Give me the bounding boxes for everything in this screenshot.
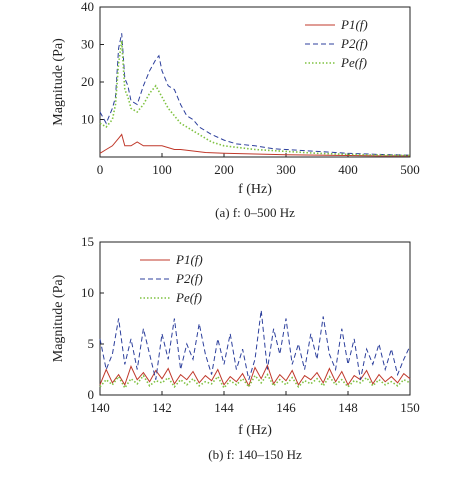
x-tick-label: 300 <box>276 162 296 177</box>
series-line-p2 <box>99 33 411 156</box>
y-tick-label: 20 <box>81 74 94 89</box>
x-tick-label: 200 <box>214 162 234 177</box>
x-axis-label: f (Hz) <box>238 423 272 438</box>
y-tick-label: 40 <box>81 0 94 14</box>
legend-label-p1: P1(f) <box>340 17 368 32</box>
y-tick-label: 30 <box>81 37 94 52</box>
x-tick-label: 146 <box>276 400 296 415</box>
series-line-p1 <box>99 364 411 388</box>
x-tick-label: 148 <box>338 400 358 415</box>
chart-caption: (b) f: 140–150 Hz <box>208 447 302 462</box>
y-axis-label: Magnitude (Pa) <box>51 274 66 362</box>
chart-a: 0 100 200 300 400 500 10 20 30 40 f (Hz) Magnitude … <box>51 0 420 220</box>
x-tick-label: 100 <box>152 162 172 177</box>
legend-label-p1: P1(f) <box>175 252 203 267</box>
x-tick-label: 400 <box>338 162 358 177</box>
chart-caption: (a) f: 0–500 Hz <box>215 205 295 220</box>
series-line-p2 <box>99 310 411 380</box>
x-tick-label: 0 <box>97 162 104 177</box>
x-tick-label: 150 <box>400 400 420 415</box>
chart-b: 140 142 144 146 148 150 0 5 10 15 f (Hz) Magnitude … <box>51 234 420 462</box>
x-axis-label: f (Hz) <box>238 182 272 197</box>
series-line-pe <box>99 373 411 390</box>
legend-label-pe: Pe(f) <box>340 55 367 70</box>
series-line-pe <box>99 40 411 157</box>
legend-label-pe: Pe(f) <box>175 290 202 305</box>
y-tick-label: 0 <box>88 387 95 402</box>
y-tick-label: 10 <box>81 285 94 300</box>
x-tick-label: 140 <box>90 400 110 415</box>
x-tick-label: 142 <box>152 400 172 415</box>
y-tick-label: 5 <box>88 336 95 351</box>
x-tick-label: 500 <box>400 162 420 177</box>
y-tick-label: 15 <box>81 234 94 249</box>
series-line-p1 <box>99 133 410 157</box>
legend-label-p2: P2(f) <box>340 36 368 51</box>
plot-frame <box>99 241 411 396</box>
x-tick-label: 144 <box>214 400 234 415</box>
legend-label-p2: P2(f) <box>175 271 203 286</box>
y-axis-label: Magnitude (Pa) <box>51 38 66 126</box>
y-tick-label: 10 <box>81 112 94 127</box>
